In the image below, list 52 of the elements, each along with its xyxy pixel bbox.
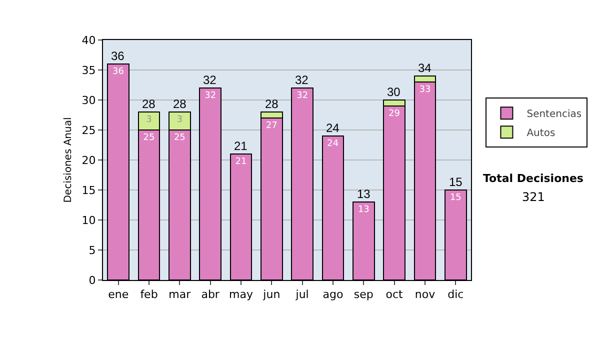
y-tick-label: 25 xyxy=(82,124,96,137)
total-label: 30 xyxy=(387,85,401,99)
x-tick-label: ene xyxy=(108,288,129,302)
y-axis-title: Decisiones Anual xyxy=(62,117,74,203)
data-label: 21 xyxy=(235,157,247,167)
y-tick-label: 15 xyxy=(82,184,96,197)
x-tick-label: sep xyxy=(354,288,374,302)
data-label: 3 xyxy=(176,115,183,125)
total-label: 36 xyxy=(111,49,125,63)
data-label: 25 xyxy=(143,133,155,143)
data-label: 25 xyxy=(174,133,186,143)
total-label: 24 xyxy=(326,121,340,135)
x-tick-label: oct xyxy=(386,288,404,302)
x-tick-label: jun xyxy=(262,288,280,302)
x-tick-label: may xyxy=(229,288,254,302)
data-label: 24 xyxy=(327,139,339,149)
data-label: 32 xyxy=(204,91,216,101)
legend-label: Autos xyxy=(526,128,556,139)
total-label: 28 xyxy=(265,97,279,111)
data-label: 32 xyxy=(296,91,308,101)
y-tick-label: 35 xyxy=(82,64,96,77)
total-label: 13 xyxy=(357,187,371,201)
x-tick-label: dic xyxy=(448,288,464,302)
total-label: 28 xyxy=(142,97,156,111)
y-tick-label: 0 xyxy=(88,274,96,287)
x-tick-label: nov xyxy=(414,288,436,302)
y-tick-label: 5 xyxy=(88,244,96,257)
y-tick-label: 20 xyxy=(82,154,96,167)
total-label: 15 xyxy=(449,175,463,189)
data-label: 13 xyxy=(358,205,370,215)
total-label: 28 xyxy=(173,97,187,111)
data-label: 3 xyxy=(146,115,152,125)
text: 321 xyxy=(522,190,545,204)
x-tick-label: ago xyxy=(322,288,344,302)
data-label: 27 xyxy=(266,121,278,131)
y-tick-label: 10 xyxy=(82,214,96,227)
data-label: 36 xyxy=(112,67,124,77)
x-tick-label: abr xyxy=(201,288,220,302)
total-label: 34 xyxy=(418,61,432,75)
x-tick-label: jul xyxy=(294,288,309,302)
text: Total Decisiones xyxy=(483,172,584,185)
x-tick-label: mar xyxy=(168,288,192,302)
x-tick-label: feb xyxy=(140,288,158,302)
total-label: 21 xyxy=(234,139,248,153)
total-label: 32 xyxy=(295,73,309,87)
y-tick-label: 40 xyxy=(82,34,96,47)
data-label: 33 xyxy=(419,85,431,95)
y-tick-label: 30 xyxy=(82,94,96,107)
total-label: 32 xyxy=(203,73,217,87)
data-label: 15 xyxy=(450,193,462,203)
legend-label: Sentencias xyxy=(526,109,582,120)
data-label: 29 xyxy=(388,109,400,119)
